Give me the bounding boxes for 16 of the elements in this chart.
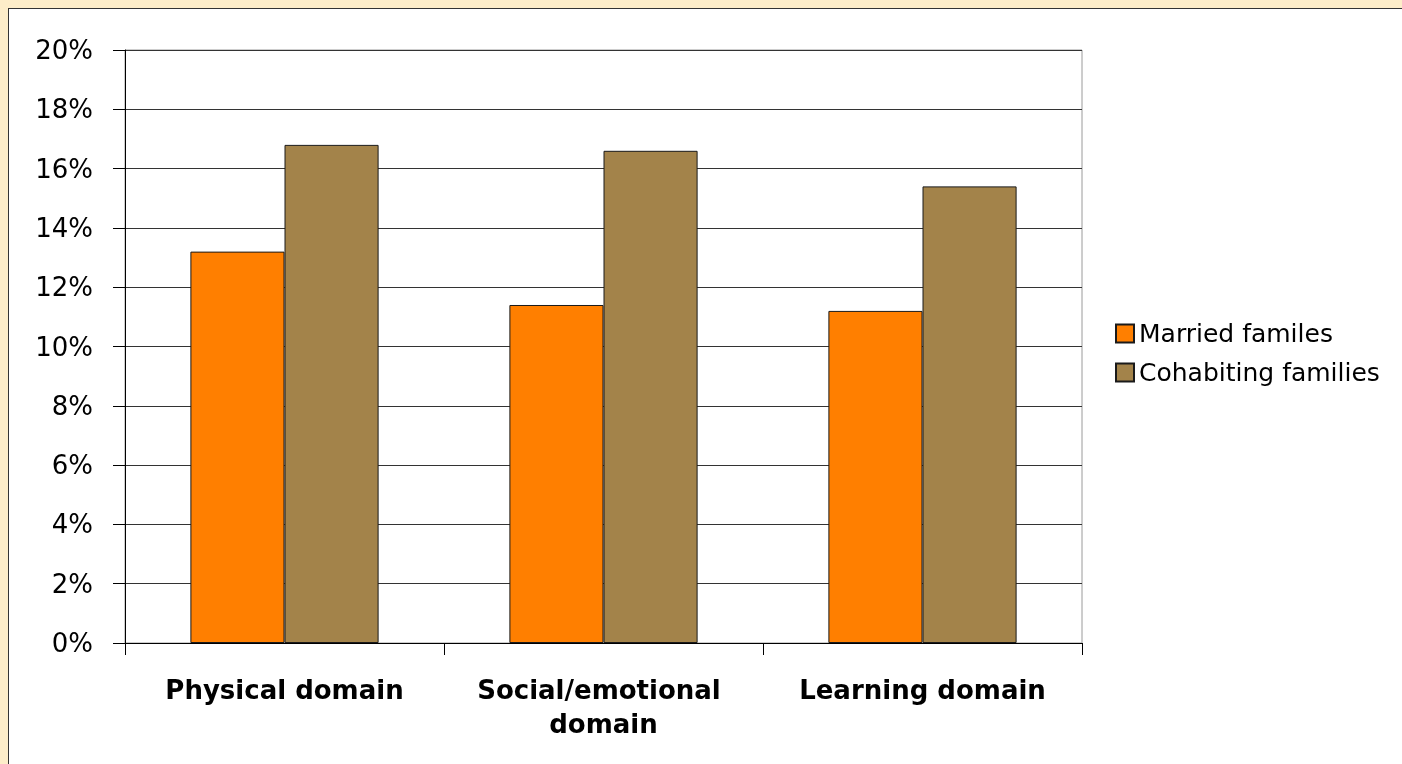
y-tick-label: 16% (35, 153, 93, 184)
y-tick-label: 12% (35, 272, 93, 303)
legend-label: Cohabiting families (1139, 358, 1380, 387)
x-tick-label: Learning domain (799, 675, 1046, 705)
y-tick-label: 6% (51, 450, 93, 481)
x-tick-label: Social/emotional domain (477, 675, 730, 739)
legend-label: Married familes (1139, 319, 1333, 348)
y-tick-label: 10% (35, 331, 93, 362)
x-tick-label: Physical domain (165, 675, 404, 705)
y-tick-label: 14% (35, 212, 93, 243)
y-tick-label: 20% (35, 35, 93, 65)
y-tick-label: 4% (51, 509, 93, 540)
y-tick-label: 8% (51, 390, 93, 421)
y-tick-label: 0% (51, 628, 93, 658)
y-tick-label: 18% (35, 94, 93, 125)
y-tick-label: 2% (51, 568, 93, 599)
